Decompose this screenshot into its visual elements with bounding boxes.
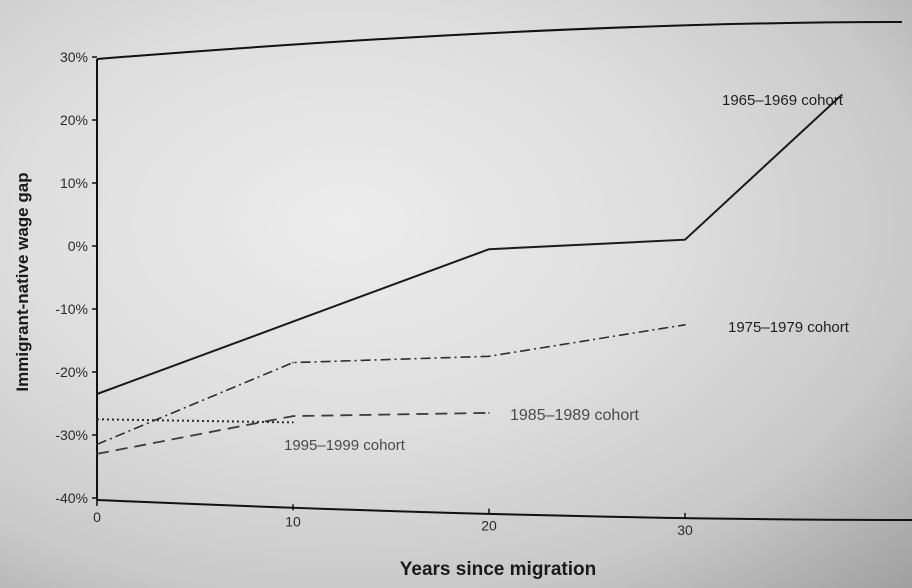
x-tick-label: 20 [481,518,497,534]
series-point [684,238,686,241]
series-point [96,443,98,446]
series-label-1985-1989: 1985–1989 cohort [510,407,640,424]
series-point [292,415,294,417]
x-tick-label: 30 [677,522,693,538]
y-tick-label: -30% [55,427,88,443]
x-tick-label: 0 [93,509,101,525]
plot-frame-bottom-curve [96,499,912,521]
series-point [488,412,490,414]
y-tick-label: 30% [60,49,88,65]
series-point [841,94,843,96]
plot-frame-top-curve [96,21,903,60]
series-point [292,320,294,323]
y-tick-label: 20% [60,112,88,128]
series-point [292,361,294,364]
series-point [96,393,98,395]
series-point [96,418,98,421]
series-point [684,323,686,326]
series-label-1975-1979: 1975–1979 cohort [728,319,850,336]
y-tick-label: 0% [68,238,88,254]
y-tick-label: -40% [55,490,88,506]
x-axis-title: Years since migration [400,559,596,580]
y-tick-label: -20% [55,364,88,380]
series-label-1995-1999: 1995–1999 cohort [284,437,406,454]
series-layer [96,94,843,455]
x-tick-label: 10 [285,513,301,529]
series-point [96,453,98,455]
y-tick-label: -10% [55,301,88,317]
series-line-1965-1969 [96,94,843,395]
series-line-1975-1979 [96,324,686,446]
x-axis-ticks: 0 10 20 30 [93,500,693,538]
series-point [292,421,294,424]
series-line-1995-1999 [96,418,294,424]
series-label-1965-1969: 1965–1969 cohort [722,92,844,109]
series-point [488,248,490,250]
series-point [488,355,490,358]
y-axis-ticks: 30% 20% 10% 0% -10% -20% -30% -40% [55,49,97,506]
y-axis-title: Immigrant-native wage gap [13,172,32,391]
y-tick-label: 10% [60,175,88,191]
